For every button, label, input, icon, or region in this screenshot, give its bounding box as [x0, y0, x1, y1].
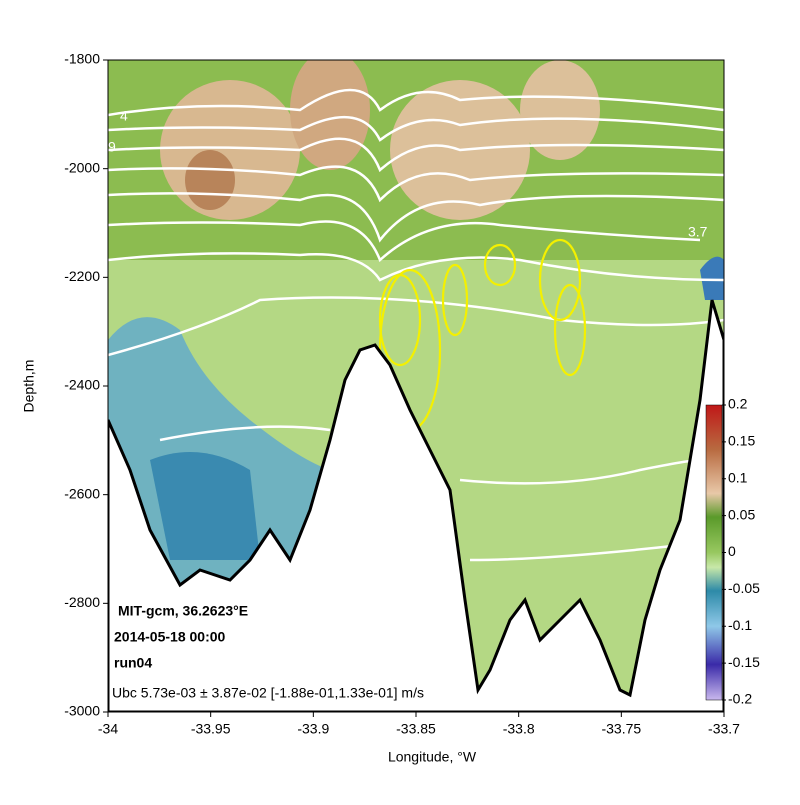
y-tick-label: -1800 — [64, 51, 100, 67]
colorbar-tick-label: 0.05 — [728, 506, 755, 522]
contour-label: 9 — [108, 139, 116, 155]
contour-label: 3.7 — [688, 224, 708, 240]
x-tick-label: -33.8 — [503, 721, 535, 737]
annotation: 2014-05-18 00:00 — [114, 629, 226, 645]
annotation: MIT-gcm, 36.2623°E — [118, 603, 248, 619]
colorbar-tick-label: 0.2 — [728, 396, 748, 412]
colorbar-tick-label: 0 — [728, 543, 736, 559]
x-tick-label: -33.9 — [297, 721, 329, 737]
colorbar-tick-label: -0.05 — [728, 580, 760, 596]
y-tick-label: -2400 — [64, 377, 100, 393]
x-tick-label: -34 — [98, 721, 118, 737]
annotation: run04 — [114, 655, 152, 671]
y-tick-label: -2600 — [64, 485, 100, 501]
colorbar-tick-label: 0.15 — [728, 433, 755, 449]
x-tick-label: -33.7 — [708, 721, 740, 737]
y-tick-label: -3000 — [64, 703, 100, 719]
x-tick-label: -33.95 — [191, 721, 231, 737]
y-tick-label: -2800 — [64, 594, 100, 610]
y-tick-label: -2000 — [64, 159, 100, 175]
footnote: Ubc 5.73e-03 ± 3.87e-02 [-1.88e-01,1.33e… — [112, 685, 424, 701]
y-tick-label: -2200 — [64, 268, 100, 284]
colorbar-tick-label: 0.1 — [728, 469, 748, 485]
annotation-box — [110, 592, 328, 710]
colorbar — [705, 404, 723, 701]
x-tick-label: -33.75 — [601, 721, 641, 737]
contour-label: 4 — [120, 108, 128, 124]
colorbar-tick-label: -0.1 — [728, 617, 752, 633]
field — [108, 60, 724, 712]
x-axis-label: Longitude, °W — [388, 749, 477, 765]
colorbar-tick-label: -0.2 — [728, 691, 752, 707]
x-tick-label: -33.85 — [396, 721, 436, 737]
colorbar-tick-label: -0.15 — [728, 654, 760, 670]
y-axis-label: Depth,m — [21, 360, 37, 413]
